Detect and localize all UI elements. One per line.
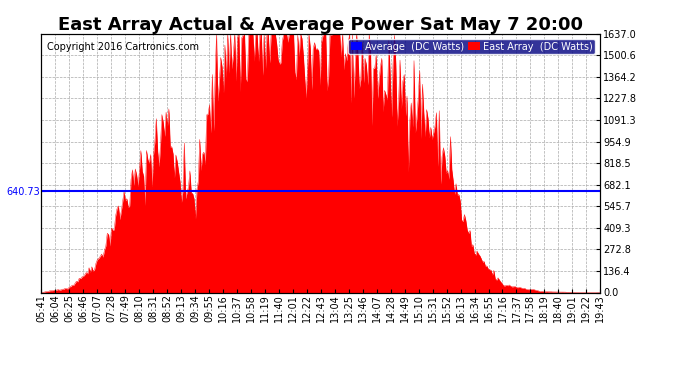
Title: East Array Actual & Average Power Sat May 7 20:00: East Array Actual & Average Power Sat Ma…: [59, 16, 583, 34]
Text: Copyright 2016 Cartronics.com: Copyright 2016 Cartronics.com: [47, 42, 199, 51]
Legend: Average  (DC Watts), East Array  (DC Watts): Average (DC Watts), East Array (DC Watts…: [348, 39, 595, 54]
